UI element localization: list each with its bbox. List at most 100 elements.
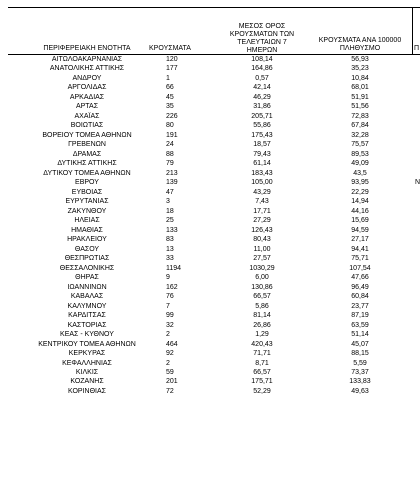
- table-row: ΘΕΣΠΡΩΤΙΑΣ 33 27,57 75,71: [0, 254, 420, 263]
- cell-per-100000: 133,83: [349, 378, 371, 386]
- cell-region: ΕΒΡΟΥ: [75, 179, 99, 187]
- cell-region: ΚΕΝΤΡΙΚΟΥ ΤΟΜΕΑ ΑΘΗΝΩΝ: [38, 340, 136, 348]
- cell-per-100000: 22,29: [351, 188, 369, 196]
- header-region: ΠΕΡΙΦΕΡΕΙΑΚΗ ΕΝΟΤΗΤΑ: [43, 45, 131, 52]
- cell-avg: 55,86: [253, 122, 271, 130]
- cell-cases: 99: [166, 312, 174, 320]
- cell-cases: 80: [166, 122, 174, 130]
- cell-cases: 25: [166, 217, 174, 225]
- cell-per-100000: 87,19: [351, 312, 369, 320]
- cell-cases: 32: [166, 321, 174, 329]
- cell-region: ΑΝΑΤΟΛΙΚΗΣ ΑΤΤΙΚΗΣ: [49, 65, 125, 73]
- table-row: ΔΥΤΙΚΟΥ ΤΟΜΕΑ ΑΘΗΝΩΝ 213 183,43 43,5: [0, 169, 420, 178]
- header-avg-line1: ΜΕΣΟΣ ΟΡΟΣ: [238, 23, 286, 30]
- cell-region: ΚΕΡΚΥΡΑΣ: [68, 350, 106, 358]
- table-row: ΚΟΖΑΝΗΣ 201 175,71 133,83: [0, 377, 420, 386]
- cell-avg: 27,29: [253, 217, 271, 225]
- cell-avg: 420,43: [251, 340, 273, 348]
- cell-region: ΘΕΣΠΡΩΤΙΑΣ: [64, 255, 110, 263]
- cell-region: ΚΑΛΥΜΝΟΥ: [67, 302, 107, 310]
- table-row: ΑΝΑΤΟΛΙΚΗΣ ΑΤΤΙΚΗΣ 177 164,86 35,23: [0, 64, 420, 73]
- cell-per-100000: 88,15: [351, 350, 369, 358]
- cell-cases: 162: [166, 283, 178, 291]
- cell-per-100000: 89,53: [351, 150, 369, 158]
- cell-per-100000: 49,63: [351, 387, 369, 395]
- cell-per-100000: 75,57: [351, 141, 369, 149]
- table-row: ΔΥΤΙΚΗΣ ΑΤΤΙΚΗΣ 79 61,14 49,09: [0, 159, 420, 168]
- cell-per-100000: 23,77: [351, 302, 369, 310]
- table-row: ΚΑΡΔΙΤΣΑΣ 99 81,14 87,19: [0, 311, 420, 320]
- cell-avg: 183,43: [251, 169, 273, 177]
- cell-region: ΔΡΑΜΑΣ: [72, 150, 102, 158]
- cell-region: ΚΕΑΣ - ΚΥΘΝΟΥ: [60, 331, 114, 339]
- cell-per-100000: 35,23: [351, 65, 369, 73]
- cell-avg: 80,43: [253, 236, 271, 244]
- cell-region: ΚΙΛΚΙΣ: [75, 368, 99, 376]
- header-clipped: Π: [414, 45, 420, 52]
- table-row: ΔΡΑΜΑΣ 88 79,43 89,53: [0, 150, 420, 159]
- cell-avg: 52,29: [253, 387, 271, 395]
- cell-per-100000: 27,17: [351, 236, 369, 244]
- cell-region: ΒΟΡΕΙΟΥ ΤΟΜΕΑ ΑΘΗΝΩΝ: [42, 131, 132, 139]
- cell-per-100000: 107,54: [349, 264, 371, 272]
- cell-per-100000: 49,09: [351, 160, 369, 168]
- cell-region: ΚΑΒΑΛΑΣ: [70, 293, 104, 301]
- cell-region: ΕΥΒΟΙΑΣ: [71, 188, 103, 196]
- cell-per-100000: 63,59: [351, 321, 369, 329]
- cell-cases: 66: [166, 84, 174, 92]
- cell-cases: 92: [166, 350, 174, 358]
- header-avg-7-days: ΜΕΣΟΣ ΟΡΟΣ ΚΡΟΥΣΜΑΤΩΝ ΤΩΝ ΤΕΛΕΥΤΑΙΩΝ 7 Η…: [226, 23, 298, 55]
- cell-avg: 105,00: [251, 179, 273, 187]
- table-row: ΙΩΑΝΝΙΝΩΝ 162 130,86 96,49: [0, 283, 420, 292]
- cell-region: ΖΑΚΥΝΘΟΥ: [67, 207, 107, 215]
- cell-cases: 2: [166, 331, 170, 339]
- table-row: ΓΡΕΒΕΝΩΝ 24 18,57 75,57: [0, 140, 420, 149]
- table-row: ΚΕΡΚΥΡΑΣ 92 71,71 88,15: [0, 349, 420, 358]
- table-row: ΚΟΡΙΝΘΙΑΣ 72 52,29 49,63: [0, 387, 420, 396]
- header-cases: ΚΡΟΥΣΜΑΤΑ: [149, 45, 191, 52]
- column-divider: [412, 7, 413, 55]
- cell-avg: 27,57: [253, 255, 271, 263]
- cell-avg: 71,71: [253, 350, 271, 358]
- table-row: ΗΛΕΙΑΣ 25 27,29 15,69: [0, 216, 420, 225]
- cell-region: ΚΟΖΑΝΗΣ: [70, 378, 104, 386]
- cell-region: ΑΧΑΪΑΣ: [74, 112, 100, 120]
- table-row: ΚΑΒΑΛΑΣ 76 66,57 60,84: [0, 292, 420, 301]
- cell-avg: 79,43: [253, 150, 271, 158]
- cell-cases: 7: [166, 302, 170, 310]
- cell-region: ΗΡΑΚΛΕΙΟΥ: [67, 236, 107, 244]
- cell-cases: 13: [166, 245, 174, 253]
- cell-avg: 175,71: [251, 378, 273, 386]
- header-per-line2: ΠΛΗΘΥΣΜΟ: [339, 45, 381, 52]
- cell-avg: 6,00: [255, 274, 269, 282]
- cell-avg: 81,14: [253, 312, 271, 320]
- header-avg-line3: ΤΕΛΕΥΤΑΙΩΝ 7 ΗΜΕΡΩΝ: [237, 39, 287, 54]
- cell-per-100000: 93,95: [351, 179, 369, 187]
- cell-cases: 83: [166, 236, 174, 244]
- cell-cases: 1: [166, 74, 170, 82]
- cell-cases: 24: [166, 141, 174, 149]
- header-per-line1: ΚΡΟΥΣΜΑΤΑ ΑΝΑ 100000: [318, 37, 402, 44]
- cell-per-100000: 14,94: [351, 198, 369, 206]
- cell-cases: 464: [166, 340, 178, 348]
- table-row: ΚΕΦΑΛΛΗΝΙΑΣ 2 8,71 5,59: [0, 359, 420, 368]
- cell-per-100000: 75,71: [351, 255, 369, 263]
- cell-region: ΚΟΡΙΝΘΙΑΣ: [68, 387, 106, 395]
- table-row: ΒΟΡΕΙΟΥ ΤΟΜΕΑ ΑΘΗΝΩΝ 191 175,43 32,28: [0, 131, 420, 140]
- table-top-border: [8, 7, 420, 8]
- cell-per-100000: 5,59: [353, 359, 367, 367]
- cell-cases: 35: [166, 103, 174, 111]
- cell-avg: 66,57: [253, 293, 271, 301]
- cell-region: ΗΛΕΙΑΣ: [74, 217, 100, 225]
- table-row: ΚΕΝΤΡΙΚΟΥ ΤΟΜΕΑ ΑΘΗΝΩΝ 464 420,43 45,07: [0, 340, 420, 349]
- table-row: ΑΡΓΟΛΙΔΑΣ 66 42,14 68,01: [0, 83, 420, 92]
- cell-avg: 1,29: [255, 331, 269, 339]
- header-per-100000: ΚΡΟΥΣΜΑΤΑ ΑΝΑ 100000 ΠΛΗΘΥΣΜΟ: [312, 37, 408, 53]
- cell-cases: 2: [166, 359, 170, 367]
- cell-cases: 213: [166, 169, 178, 177]
- cell-avg: 5,86: [255, 302, 269, 310]
- cell-per-100000: 67,84: [351, 122, 369, 130]
- table-row: ΘΗΡΑΣ 9 6,00 47,66: [0, 273, 420, 282]
- cell-extra: N: [415, 179, 420, 187]
- cell-avg: 0,57: [255, 74, 269, 82]
